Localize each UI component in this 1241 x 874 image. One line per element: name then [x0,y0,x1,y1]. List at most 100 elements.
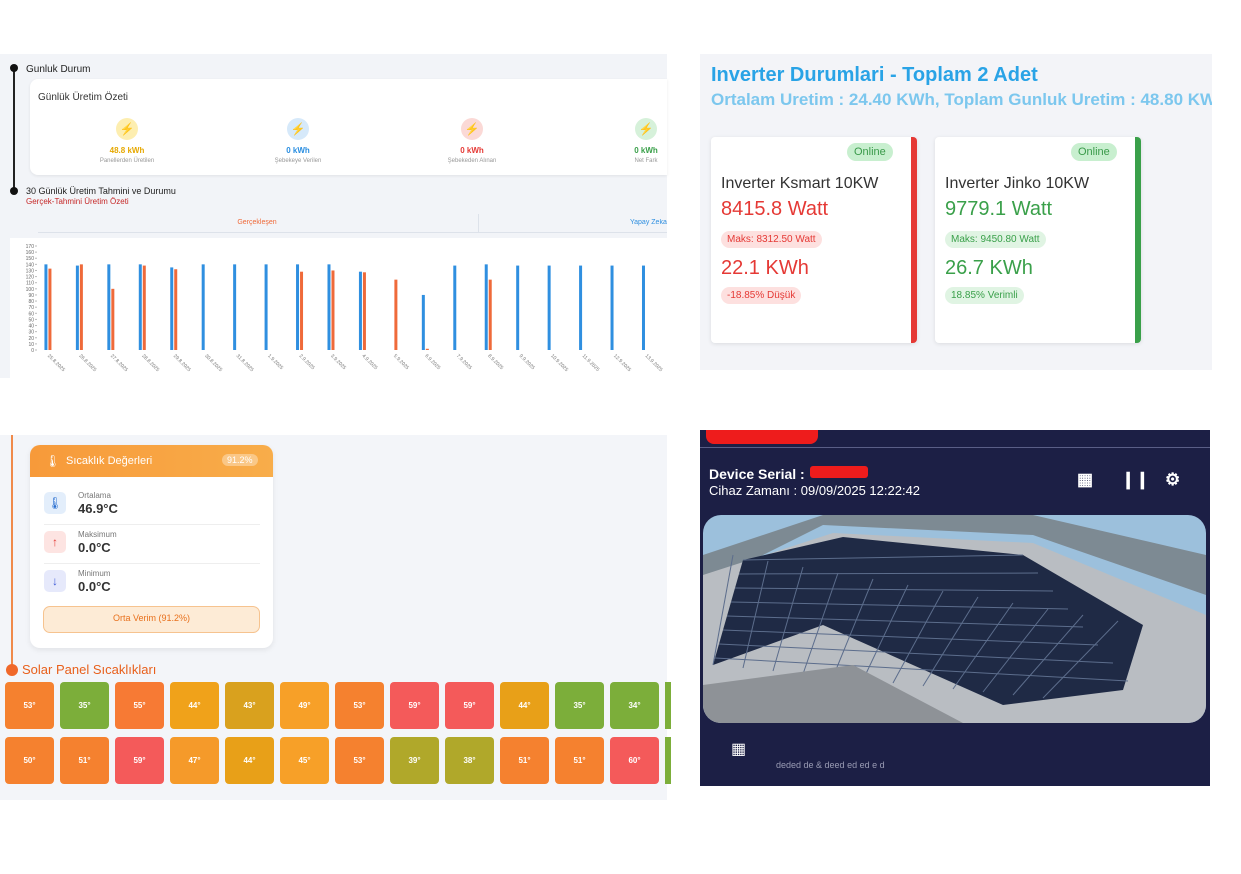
panel-cell: 44° [170,682,219,729]
y-tick-label: 80 [28,299,34,305]
y-tick-label: 30 [28,330,34,336]
bar [358,271,362,350]
camera-caption: deded de & deed ed ed e d [776,760,885,770]
timeline-dot [10,64,18,72]
bar [327,264,331,350]
x-tick-label: 7.9.2025 [455,353,473,371]
row-icon: ↓ [44,570,66,592]
x-tick-label: 6.9.2025 [423,353,441,371]
bar [174,269,178,350]
stat-icon: ⚡ [635,118,657,140]
bar [300,271,304,350]
row-label: Ortalama [78,491,111,500]
card-title: Günlük Üretim Özeti [38,92,129,103]
stat-label: Şebekeden Alınan [447,158,497,164]
panel-cell: 34° [610,682,659,729]
x-tick-label: 27.8.2025 [109,353,129,373]
x-tick-label: 25.8.2025 [46,353,66,373]
panel-line [718,643,1114,664]
panel-line [1012,614,1084,696]
panel-cell: 39° [390,737,439,784]
stat-label: Şebekeye Verilen [274,158,322,164]
status-box [43,606,260,633]
x-tick-label: 29.8.2025 [172,353,192,373]
header-divider [700,447,1210,448]
y-tick-label: 50 [28,317,34,323]
panel-line [734,587,1054,592]
y-tick-label: 130 [26,268,35,274]
panel-cell: 47° [170,737,219,784]
panel-cell: 53° [335,737,384,784]
bar [394,279,398,350]
bar [579,265,583,350]
panel-line [1042,620,1119,699]
stat-value: 0 kWh [460,146,484,155]
tab-underline [38,232,667,233]
row-value: 0.0°C [78,540,111,555]
tab[interactable]: Gerçekleşen [237,219,277,226]
inverter-subtitle: Ortalam Uretim : 24.40 KWh, Toplam Gunlu… [711,90,1212,109]
y-tick-label: 40 [28,324,34,330]
panel-cell: 51° [60,737,109,784]
status-badge: Online [847,143,893,161]
bar [75,265,79,350]
stat-value: 48.8 kWh [109,146,145,155]
bar [453,265,457,350]
bar [362,272,366,350]
y-tick-label: 110 [26,281,34,287]
panel-cell: 38° [445,737,494,784]
stat-value: 0 kWh [634,146,658,155]
inverter-power: 8415.8 Watt [721,198,829,220]
y-tick-label: 60 [28,311,34,317]
timeline-line [11,435,13,667]
status-text: Orta Verim (91.2%) [112,613,191,623]
panel-cell: 60° [610,737,659,784]
delta-badge: 18.85% Verimli [945,287,1024,304]
camera-image [703,515,1206,723]
temp-header [30,445,273,477]
toolbar-icon[interactable]: ⚙ [1165,470,1181,489]
bar [233,264,237,350]
y-tick-label: 20 [28,336,34,342]
row-label: Minimum [78,569,111,578]
panel-cell: 51° [555,737,604,784]
toolbar-icon[interactable]: ❙❙ [1121,470,1150,489]
stat-icon: ⚡ [287,118,309,140]
bar [488,279,492,350]
delta-badge: -18.85% Düşük [721,287,802,304]
bar [44,264,48,350]
panel-line [738,572,1039,575]
bar [296,264,300,350]
y-tick-label: 140 [26,262,35,268]
y-tick-label: 150 [26,256,35,262]
bar [107,264,111,350]
bar [641,265,645,350]
panel-line [726,615,1084,628]
tab[interactable]: Yapay Zeka [630,219,667,226]
inverter-power: 9779.1 Watt [945,198,1053,220]
stat-label: Net Fark [634,158,658,164]
bar [516,265,520,350]
toolbar-icon[interactable]: ▦ [1077,470,1094,489]
stat-label: Panellerden Üretilen [99,158,155,164]
x-tick-label: 26.8.2025 [77,353,97,373]
device-time: Cihaz Zamanı : 09/09/2025 12:22:42 [709,483,921,498]
x-tick-label: 28.8.2025 [140,353,160,373]
panel-cell: 45° [280,737,329,784]
panel-line [730,601,1069,610]
timeline-line [13,68,15,192]
x-tick-label: 5.9.2025 [392,353,410,371]
inverter-title: Inverter Durumlari - Toplam 2 Adet [711,64,1038,86]
panel-cell: 59° [115,737,164,784]
x-tick-label: 3.9.2025 [329,353,347,371]
stat-value: 0 kWh [286,146,310,155]
temp-badge: 91.2% [222,454,258,466]
temp-icon: 🌡 [45,454,61,468]
x-tick-label: 10.9.2025 [549,353,569,373]
x-tick-label: 2.9.2025 [298,353,316,371]
bar [610,265,614,350]
panel-line [862,584,909,681]
max-badge: Maks: 8312.50 Watt [721,231,822,248]
bar [142,265,146,350]
x-tick-label: 30.8.2025 [203,353,223,373]
